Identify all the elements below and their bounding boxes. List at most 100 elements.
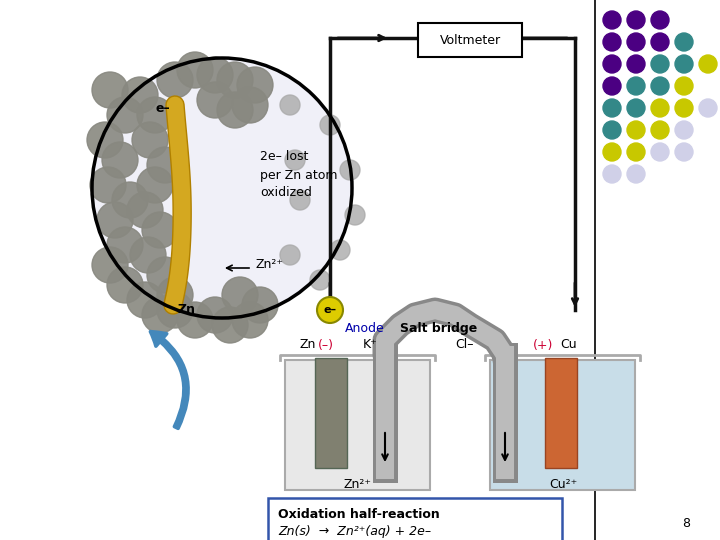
Circle shape <box>280 245 300 265</box>
Circle shape <box>122 77 158 113</box>
Circle shape <box>603 55 621 73</box>
Circle shape <box>92 72 128 108</box>
Circle shape <box>197 297 233 333</box>
FancyBboxPatch shape <box>268 498 562 540</box>
Circle shape <box>330 240 350 260</box>
Circle shape <box>675 121 693 139</box>
Text: (+): (+) <box>533 339 554 352</box>
Circle shape <box>177 52 213 88</box>
Text: Oxidation half-reaction: Oxidation half-reaction <box>278 508 440 521</box>
Circle shape <box>142 212 178 248</box>
Circle shape <box>147 147 183 183</box>
Circle shape <box>127 192 163 228</box>
Circle shape <box>217 62 253 98</box>
Circle shape <box>340 160 360 180</box>
Circle shape <box>112 182 148 218</box>
Text: Zn(s)  →  Zn²⁺(aq) + 2e–: Zn(s) → Zn²⁺(aq) + 2e– <box>278 525 431 538</box>
Circle shape <box>603 165 621 183</box>
Circle shape <box>157 277 193 313</box>
Bar <box>285 360 430 490</box>
Text: Salt bridge: Salt bridge <box>400 322 477 335</box>
Circle shape <box>603 121 621 139</box>
Circle shape <box>627 77 645 95</box>
Circle shape <box>212 307 248 343</box>
Circle shape <box>197 82 233 118</box>
Text: e–: e– <box>156 102 171 114</box>
Text: 8: 8 <box>682 517 690 530</box>
Circle shape <box>675 77 693 95</box>
Circle shape <box>651 77 669 95</box>
Circle shape <box>232 87 268 123</box>
Circle shape <box>627 165 645 183</box>
Circle shape <box>237 67 273 103</box>
Bar <box>490 360 635 490</box>
FancyArrowPatch shape <box>150 332 188 428</box>
Circle shape <box>137 97 173 133</box>
Circle shape <box>651 121 669 139</box>
Circle shape <box>627 55 645 73</box>
Circle shape <box>651 99 669 117</box>
Text: 2e– lost
per Zn atom
oxidized: 2e– lost per Zn atom oxidized <box>260 151 338 199</box>
Circle shape <box>147 257 183 293</box>
Circle shape <box>157 292 193 328</box>
Circle shape <box>285 150 305 170</box>
Circle shape <box>675 33 693 51</box>
Circle shape <box>157 62 193 98</box>
Circle shape <box>102 142 138 178</box>
Circle shape <box>627 33 645 51</box>
Text: Voltmeter: Voltmeter <box>439 33 500 46</box>
Text: K⁺: K⁺ <box>363 339 378 352</box>
Circle shape <box>107 97 143 133</box>
Text: Zn: Zn <box>300 339 316 352</box>
Circle shape <box>603 99 621 117</box>
Circle shape <box>675 143 693 161</box>
Text: (–): (–) <box>318 339 334 352</box>
Circle shape <box>603 11 621 29</box>
Text: Zn: Zn <box>178 303 196 316</box>
Circle shape <box>92 247 128 283</box>
Circle shape <box>345 205 365 225</box>
Circle shape <box>92 58 352 318</box>
Circle shape <box>177 302 213 338</box>
Circle shape <box>97 202 133 238</box>
Text: Cu: Cu <box>560 339 577 352</box>
Circle shape <box>627 11 645 29</box>
Circle shape <box>142 297 178 333</box>
Circle shape <box>310 270 330 290</box>
Circle shape <box>651 55 669 73</box>
Circle shape <box>627 121 645 139</box>
Circle shape <box>603 143 621 161</box>
Text: Anode: Anode <box>345 322 384 335</box>
Circle shape <box>651 143 669 161</box>
Circle shape <box>232 302 268 338</box>
Text: Zn²⁺: Zn²⁺ <box>344 478 372 491</box>
Circle shape <box>651 11 669 29</box>
Circle shape <box>137 167 173 203</box>
Circle shape <box>699 99 717 117</box>
Circle shape <box>107 267 143 303</box>
Circle shape <box>290 190 310 210</box>
Circle shape <box>242 287 278 323</box>
Circle shape <box>603 77 621 95</box>
Text: Cl–: Cl– <box>455 339 474 352</box>
Bar <box>545 358 577 468</box>
Circle shape <box>675 99 693 117</box>
Circle shape <box>651 33 669 51</box>
Circle shape <box>675 55 693 73</box>
Circle shape <box>217 92 253 128</box>
Circle shape <box>320 115 340 135</box>
Circle shape <box>627 143 645 161</box>
Circle shape <box>107 227 143 263</box>
Text: Cu²⁺: Cu²⁺ <box>549 478 577 491</box>
Circle shape <box>280 95 300 115</box>
Circle shape <box>317 297 343 323</box>
Text: Zn²⁺: Zn²⁺ <box>255 259 283 272</box>
Circle shape <box>130 237 166 273</box>
Circle shape <box>90 167 126 203</box>
FancyBboxPatch shape <box>418 23 522 57</box>
Circle shape <box>222 277 258 313</box>
Circle shape <box>603 33 621 51</box>
Circle shape <box>197 57 233 93</box>
Text: e–: e– <box>323 305 336 315</box>
Bar <box>315 358 347 468</box>
